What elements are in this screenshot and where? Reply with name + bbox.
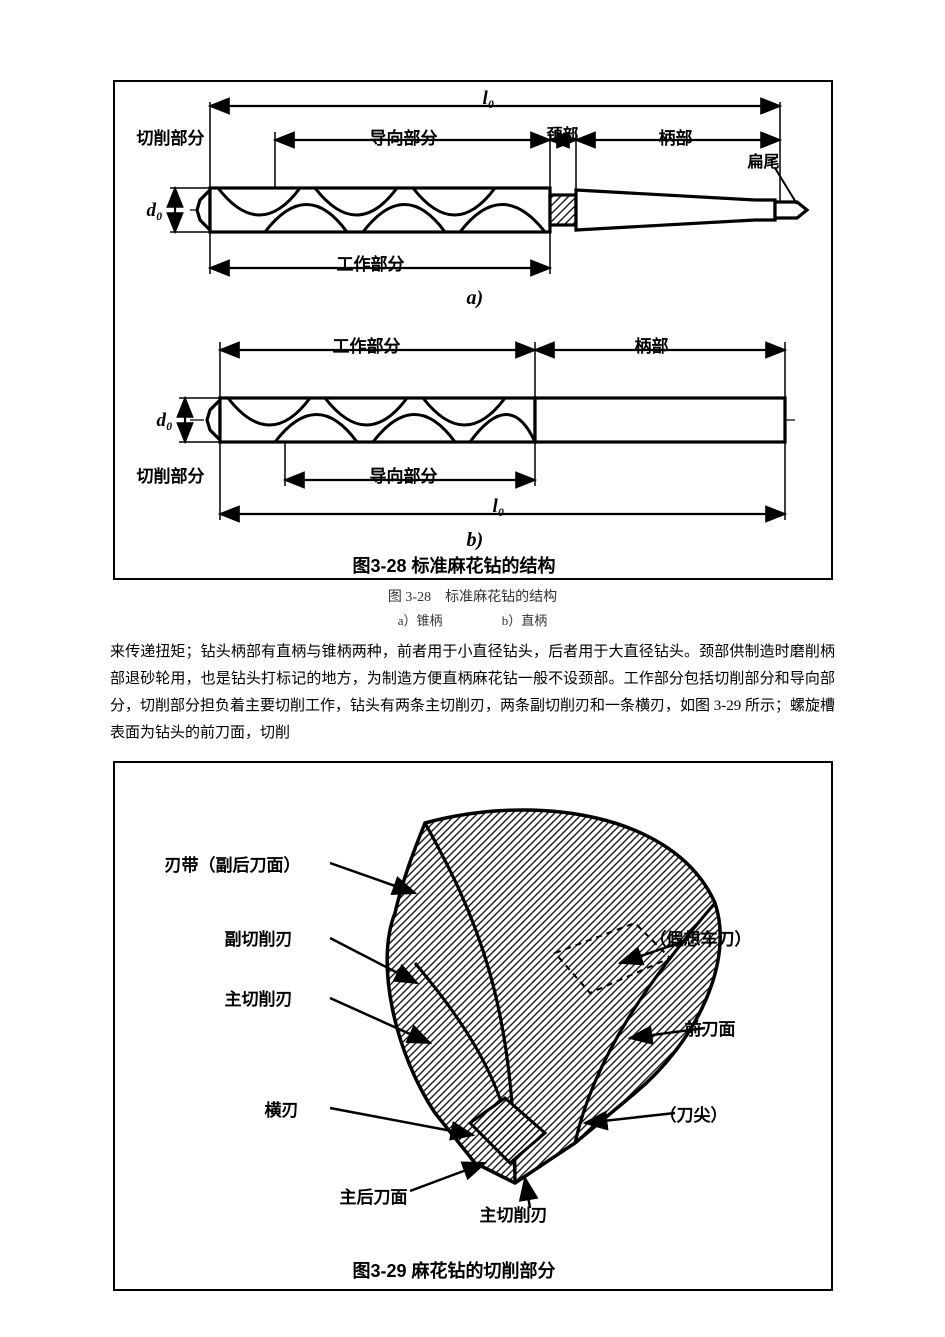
figure-3-28-caption: 图 3-28 标准麻花钻的结构 [110,586,835,606]
label-point: （刀尖） [660,1101,728,1126]
label-work-a: 工作部分 [337,250,405,275]
body-paragraph: 来传递扭矩；钻头柄部有直柄与锥柄两种，前者用于小直径钻头，后者用于大直径钻头。颈… [110,639,835,747]
label-major-edge2: 主切削刃 [480,1201,548,1226]
label-neck-a: 颈部 [547,121,579,145]
label-guide-a: 导向部分 [370,124,438,149]
figure-3-29-wrap: 刃带（副后刀面） 副切削刃 主切削刃 横刃 主后刀面 主切削刃 （假想车刀） 前… [110,761,835,1291]
label-margin: 刃带（副后刀面） [165,851,301,876]
label-b: b) [467,529,484,552]
label-minor-edge: 副切削刃 [225,925,293,950]
label-major-edge: 主切削刃 [225,985,293,1010]
label-cutting-b: 切削部分 [137,462,205,487]
label-d0-a: d₀ [147,200,163,222]
label-shank-a: 柄部 [659,124,693,149]
label-l0-a: l₀ [483,88,495,110]
label-rake: 前刀面 [685,1015,736,1040]
label-work-b: 工作部分 [333,332,401,357]
label-a: a) [467,287,484,310]
label-guide-b: 导向部分 [370,462,438,487]
figure-3-28-inner-title: 图3-28 标准麻花钻的结构 [353,552,556,578]
figure-3-28-svg [115,82,835,582]
label-cutting-a: 切削部分 [137,124,205,149]
figure-3-28: l₀ 切削部分 导向部分 颈部 柄部 扁尾 d₀ 工作部分 a) 工作部分 柄部… [113,80,833,580]
label-tang-a: 扁尾 [748,148,780,172]
label-shank-b: 柄部 [635,332,669,357]
figure-3-29-inner-title: 图3-29 麻花钻的切削部分 [353,1257,556,1283]
subcap-b: b）直柄 [502,613,548,628]
label-l0-b: l₀ [493,496,505,518]
figure-3-28-subcaption: a）锥柄 b）直柄 [110,610,835,629]
label-d0-b: d₀ [157,410,173,432]
label-chisel: 横刃 [265,1096,299,1121]
document-page: l₀ 切削部分 导向部分 颈部 柄部 扁尾 d₀ 工作部分 a) 工作部分 柄部… [0,0,945,1331]
label-imaginary: （假想车刀） [650,925,752,950]
label-flank: 主后刀面 [340,1183,408,1208]
figure-3-29: 刃带（副后刀面） 副切削刃 主切削刃 横刃 主后刀面 主切削刃 （假想车刀） 前… [113,761,833,1291]
subcap-a: a）锥柄 [398,613,443,628]
